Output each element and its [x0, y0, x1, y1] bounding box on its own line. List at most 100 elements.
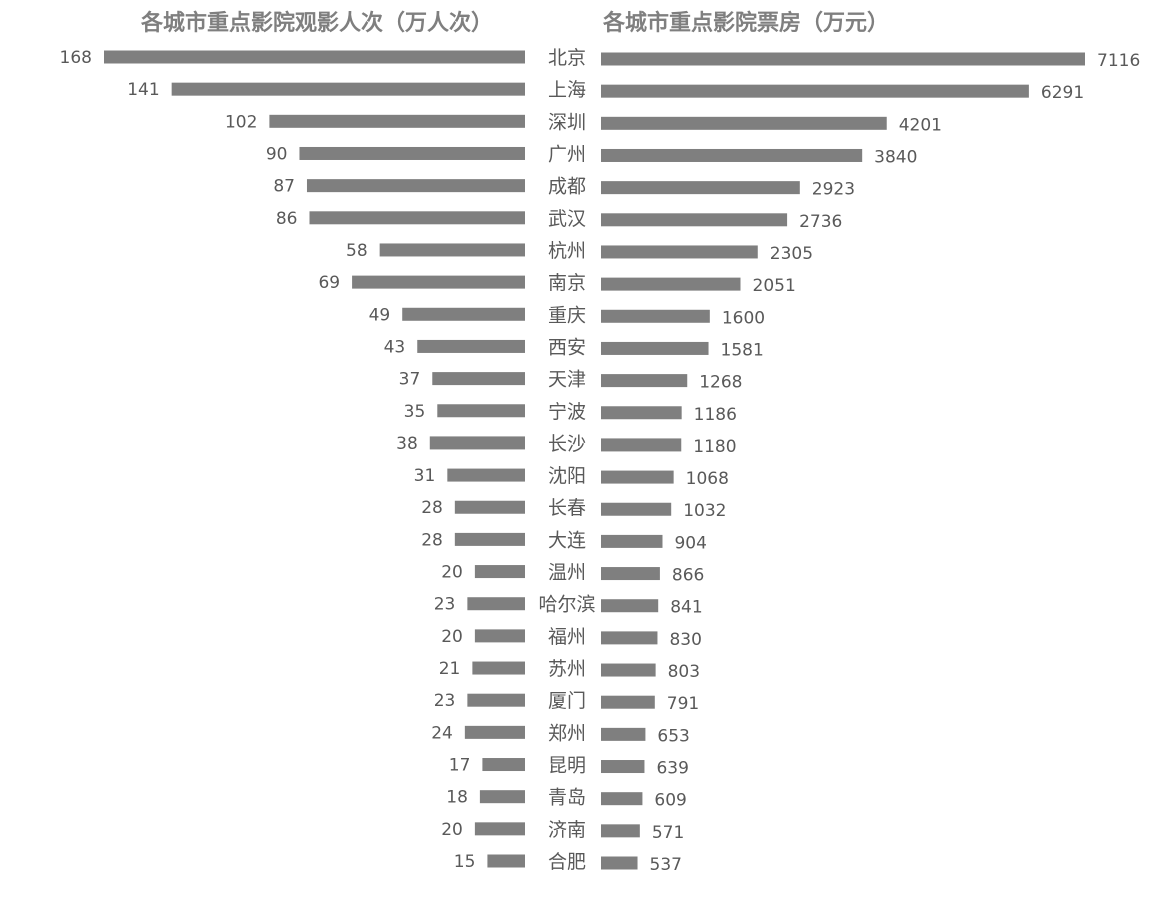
left-bar: [104, 50, 525, 64]
right-bar: [601, 663, 656, 677]
left-value-label: 141: [127, 80, 159, 100]
left-bar: [269, 114, 525, 128]
left-bar: [437, 404, 525, 418]
right-bar: [601, 116, 887, 130]
left-value-label: 37: [399, 370, 421, 390]
left-bar: [454, 532, 525, 546]
right-value-label: 1180: [693, 437, 736, 457]
right-value-label: 1600: [722, 308, 765, 328]
right-value-label: 571: [652, 823, 684, 843]
right-value-label: 803: [668, 662, 700, 682]
city-label: 成都: [548, 176, 586, 198]
right-bar: [601, 245, 758, 259]
city-label: 济南: [548, 819, 586, 841]
city-label: 厦门: [548, 690, 586, 712]
right-value-label: 609: [654, 791, 686, 811]
left-value-label: 58: [346, 241, 368, 261]
left-value-label: 168: [60, 48, 92, 68]
city-label: 北京: [548, 47, 586, 69]
left-bar: [429, 436, 525, 450]
left-value-label: 28: [421, 498, 443, 518]
right-value-label: 866: [672, 566, 704, 586]
right-value-label: 2736: [799, 212, 842, 232]
right-value-label: 3840: [874, 147, 917, 167]
right-bar: [601, 277, 741, 291]
right-bar: [601, 695, 655, 709]
right-bar: [601, 631, 658, 645]
right-value-label: 1068: [686, 469, 729, 489]
right-value-label: 2923: [812, 180, 855, 200]
city-label: 哈尔滨: [538, 594, 595, 616]
right-value-label: 653: [657, 726, 689, 746]
right-bar: [601, 181, 800, 195]
right-bar: [601, 599, 659, 613]
right-bar: [601, 856, 638, 870]
left-bar: [472, 661, 525, 675]
city-label: 昆明: [548, 755, 586, 777]
city-label: 苏州: [548, 658, 586, 680]
city-label: 福州: [548, 626, 586, 648]
city-label: 郑州: [548, 722, 586, 744]
left-value-label: 35: [404, 402, 426, 422]
left-value-label: 69: [318, 273, 340, 293]
left-bar: [306, 179, 525, 193]
left-bar: [454, 500, 525, 514]
right-value-label: 4201: [899, 115, 942, 135]
right-bar: [601, 52, 1085, 66]
left-value-label: 31: [414, 466, 436, 486]
right-value-label: 2305: [770, 244, 813, 264]
left-bar: [309, 211, 525, 225]
left-value-label: 20: [441, 820, 463, 840]
right-bar: [601, 760, 645, 774]
left-value-label: 20: [441, 563, 463, 583]
right-value-label: 904: [674, 533, 706, 553]
left-value-label: 18: [446, 788, 468, 808]
city-label: 重庆: [548, 304, 586, 326]
right-value-label: 537: [650, 855, 682, 875]
right-bar: [601, 567, 660, 581]
left-bar: [352, 275, 525, 289]
left-value-label: 43: [384, 337, 406, 357]
right-value-label: 639: [656, 759, 688, 779]
right-bar: [601, 438, 682, 452]
right-bar: [601, 309, 710, 323]
right-value-label: 1268: [699, 373, 742, 393]
left-bar: [299, 146, 525, 160]
left-bar: [417, 339, 525, 353]
left-bar: [379, 243, 525, 257]
left-bar: [447, 468, 525, 482]
left-bar: [402, 307, 525, 321]
right-value-label: 1186: [694, 405, 737, 425]
right-value-label: 830: [669, 630, 701, 650]
city-label: 深圳: [548, 111, 586, 133]
left-value-label: 24: [431, 723, 453, 743]
right-bar: [601, 502, 672, 516]
city-label: 长春: [548, 497, 586, 519]
left-value-label: 28: [421, 530, 443, 550]
right-bar: [601, 341, 709, 355]
left-value-label: 102: [225, 112, 257, 132]
city-label: 杭州: [548, 240, 586, 262]
left-bar: [432, 372, 525, 386]
city-label: 天津: [548, 369, 586, 391]
right-bar: [601, 374, 688, 388]
left-bar: [482, 758, 525, 772]
left-bar: [474, 565, 525, 579]
left-value-label: 20: [441, 627, 463, 647]
right-bar: [601, 84, 1029, 98]
city-label: 西安: [548, 336, 586, 358]
right-bar: [601, 534, 663, 548]
city-label: 合肥: [548, 851, 586, 873]
left-bar: [479, 790, 525, 804]
left-bar: [467, 693, 525, 707]
city-label: 大连: [548, 529, 586, 551]
city-label: 上海: [548, 79, 586, 101]
city-label: 南京: [548, 272, 586, 294]
right-value-label: 1032: [683, 501, 726, 521]
left-value-label: 38: [396, 434, 418, 454]
city-label: 长沙: [548, 433, 586, 455]
city-label: 青岛: [548, 787, 586, 809]
left-value-label: 87: [273, 177, 295, 197]
right-bar: [601, 213, 788, 227]
